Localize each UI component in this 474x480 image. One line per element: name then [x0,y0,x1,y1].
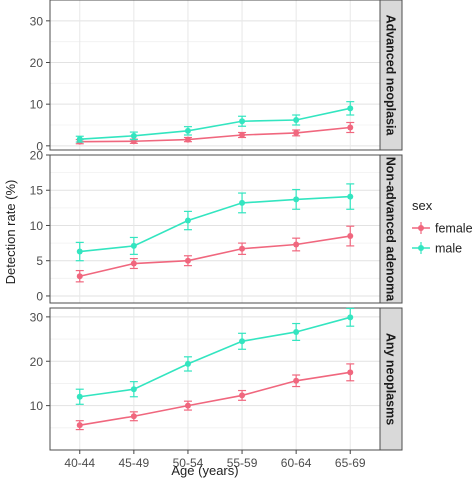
data-point-male [293,328,300,335]
data-point-female [130,260,137,267]
data-point-female [184,136,191,143]
legend: sex female male [412,198,473,256]
y-tick-label: 20 [30,149,44,163]
x-tick-label: 60-64 [281,456,312,470]
data-point-female [184,402,191,409]
x-tick-label: 45-49 [119,456,150,470]
panel-background [50,0,380,150]
data-point-male [347,105,354,112]
data-point-male [293,117,300,123]
series-female [75,363,355,431]
data-point-male [293,196,300,203]
series-line-female [79,126,351,143]
y-tick-label: 30 [30,14,44,28]
data-point-female [239,245,246,252]
panel-background [50,308,380,450]
data-point-male [347,314,354,321]
data-point-female [293,377,300,384]
y-tick-label: 10 [30,399,44,413]
y-tick-label: 0 [36,139,43,153]
y-tick-label: 10 [30,98,44,112]
data-point-female [293,241,300,248]
legend-entry-male: male [412,242,462,256]
y-axis-title: Detection rate (%) [3,180,18,285]
data-point-male [239,199,246,206]
panel-3: 10 20 30 Any neoplasms 40-44 45-49 50-54 55-59 6… [30,307,403,470]
panel-2: 0 5 10 15 20 Non-advanced adenoma [30,149,403,304]
data-point-female [347,233,354,240]
data-point-male [239,118,246,125]
legend-entries: female male [412,222,473,256]
series-line-female [79,235,351,277]
data-point-male [184,127,191,134]
data-point-female [347,124,354,131]
series-male [75,307,355,405]
y-tick-label: 30 [30,310,44,324]
facet-strip [379,307,403,451]
series-male [75,183,355,262]
data-point-male [76,393,83,400]
y-tick-label: 15 [30,184,44,198]
facet-strip [379,154,403,304]
panel-1: 0 10 20 30 Advanced neoplasia [30,0,403,153]
data-point-female [239,132,246,138]
data-point-female [239,392,246,399]
y-tick-label: 5 [36,254,43,268]
series-line-male [79,107,351,140]
data-point-male [130,386,137,393]
data-point-female [76,273,83,280]
x-tick-label: 50-54 [173,456,204,470]
x-axis-title: Age (years) [171,463,238,478]
data-point-male [184,217,191,224]
y-tick-label: 0 [36,289,43,303]
y-tick-label: 20 [30,355,44,369]
legend-key-point [418,225,424,231]
data-point-female [130,413,137,420]
data-point-female [76,422,83,429]
series-female [75,225,355,283]
data-point-male [130,132,137,139]
series-line-male [79,316,351,398]
y-tick-label: 20 [30,56,44,70]
data-point-male [239,338,246,345]
panels-layer: 0 10 20 30 Advanced neoplasia 0 5 10 15 20 Non-adv… [30,0,403,470]
legend-label: female [435,222,473,236]
data-point-female [347,369,354,376]
series-male [75,101,355,143]
facet-strip-label: Any neoplasms [384,333,398,425]
series-line-female [79,371,351,426]
data-point-female [184,257,191,264]
data-point-male [76,248,83,255]
facet-strip-label: Advanced neoplasia [384,15,398,137]
legend-entry-female: female [412,222,473,236]
legend-key-point [418,245,424,251]
data-point-male [130,242,137,249]
data-point-male [184,360,191,367]
x-tick-label: 55-59 [227,456,258,470]
x-tick-label: 40-44 [64,456,95,470]
legend-title: sex [412,198,433,213]
x-tick-label: 65-69 [335,456,366,470]
data-point-female [293,129,300,136]
data-point-male [76,136,83,143]
y-tick-label: 10 [30,219,44,233]
data-point-male [347,193,354,200]
panel-background [50,155,380,303]
series-line-male [79,195,351,253]
legend-label: male [435,242,462,256]
facet-strip-label: Non-advanced adenoma [384,157,398,303]
facet-strip [379,0,403,151]
